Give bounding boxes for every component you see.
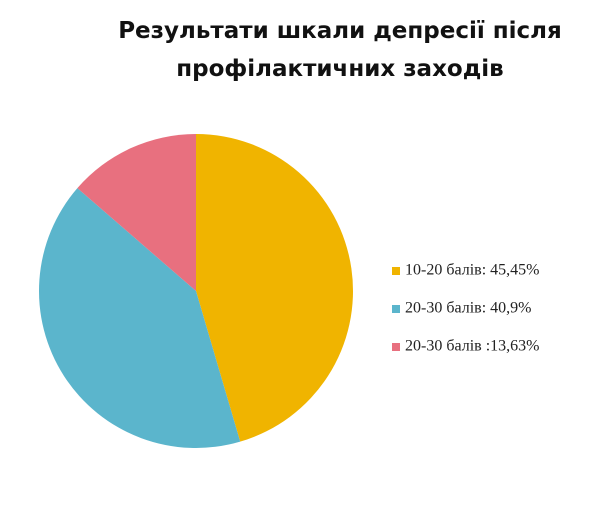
legend-swatch: [392, 305, 400, 313]
pie-slice: [196, 134, 353, 442]
legend-label: 10-20 балів: 45,45%: [405, 262, 539, 279]
legend-label: 20-30 балів: 40,9%: [405, 300, 531, 317]
chart-title: Результати шкали депресії після профілак…: [118, 18, 562, 82]
legend-swatch: [392, 343, 400, 351]
legend-label: 20-30 балів :13,63%: [405, 338, 539, 355]
pie-slice: [39, 188, 241, 448]
pie-slice: [77, 134, 196, 291]
legend-swatch: [392, 267, 400, 275]
